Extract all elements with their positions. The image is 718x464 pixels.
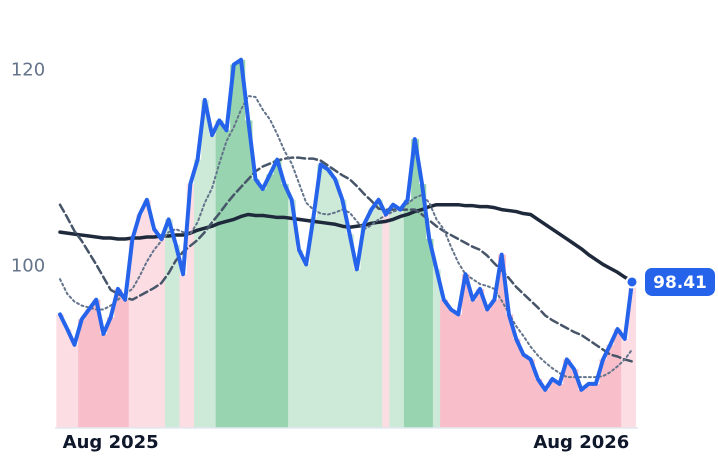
area-bar xyxy=(99,333,108,428)
area-bar xyxy=(295,249,304,428)
area-bar xyxy=(621,338,629,428)
area-bar xyxy=(519,354,528,428)
line-layer: 98.41 xyxy=(58,57,715,392)
area-bar xyxy=(259,189,267,428)
area-bar xyxy=(498,254,506,428)
area-bar xyxy=(280,184,289,428)
area-bar xyxy=(201,99,210,428)
area-bar xyxy=(440,299,448,428)
area-bar xyxy=(136,214,144,428)
area-bar xyxy=(411,139,420,428)
area-bar xyxy=(425,238,434,428)
area-bar xyxy=(150,229,159,428)
area-bar xyxy=(403,199,412,428)
area-bar xyxy=(534,379,543,428)
area-bar xyxy=(418,184,427,428)
area-bar xyxy=(548,379,557,428)
area-bar xyxy=(107,317,115,428)
area-bar xyxy=(85,309,94,428)
area-bar xyxy=(63,329,72,428)
x-tick-label: Aug 2025 xyxy=(63,432,159,453)
area-bar xyxy=(389,204,398,428)
area-bar xyxy=(483,309,492,428)
area-bar xyxy=(490,299,499,428)
area-bar xyxy=(476,288,485,428)
area-bar xyxy=(186,184,195,428)
area-bar xyxy=(92,299,101,428)
series-line xyxy=(58,202,634,283)
area-bar xyxy=(157,238,166,428)
area-bar xyxy=(302,264,311,428)
area-bar xyxy=(469,299,477,428)
area-bar xyxy=(251,179,260,428)
area-bar xyxy=(78,319,86,428)
y-tick-label: 120 xyxy=(11,60,45,81)
area-bar xyxy=(193,159,202,428)
area-bar xyxy=(215,120,224,428)
area-bar xyxy=(628,281,636,428)
area-bar xyxy=(288,199,296,428)
area-bar xyxy=(164,219,173,428)
area-bar xyxy=(447,309,456,428)
area-bar xyxy=(570,369,579,428)
area-bar xyxy=(592,383,601,428)
area-bar xyxy=(606,344,615,428)
area-bar xyxy=(577,389,586,428)
area-bar xyxy=(70,344,79,428)
area-bar xyxy=(599,359,608,428)
area-bar xyxy=(432,269,441,428)
area-bar xyxy=(331,179,340,428)
area-bar xyxy=(230,64,238,428)
value-badge xyxy=(645,267,715,296)
last-point xyxy=(625,275,639,289)
area-bar xyxy=(396,209,405,428)
area-bar xyxy=(353,269,362,428)
series-line xyxy=(58,57,634,392)
area-bar xyxy=(563,359,572,428)
area-bar xyxy=(374,199,383,428)
area-bar xyxy=(121,299,130,428)
area-bar xyxy=(338,199,347,428)
area-bar xyxy=(555,383,564,428)
area-bar xyxy=(179,274,188,428)
area-bar xyxy=(512,338,521,428)
area-bar xyxy=(273,159,282,428)
area-bar xyxy=(244,120,253,428)
area-bar xyxy=(367,209,376,428)
area-bar xyxy=(541,389,550,428)
area-bar xyxy=(454,314,463,428)
area-bar xyxy=(172,244,181,428)
area-bar xyxy=(505,314,514,428)
area-bar xyxy=(309,217,318,428)
area-bar xyxy=(584,383,593,428)
value-label: 98.41 xyxy=(653,273,707,293)
y-tick-label: 100 xyxy=(11,255,45,276)
area-bar xyxy=(461,274,470,428)
area-bar xyxy=(360,224,369,428)
area-layer xyxy=(56,59,636,428)
x-tick-label: Aug 2026 xyxy=(533,432,629,453)
area-bar xyxy=(143,199,152,428)
area-bar xyxy=(128,238,137,428)
area-bar xyxy=(114,288,123,428)
area-bar xyxy=(346,234,354,428)
area-bar xyxy=(382,214,391,428)
area-bar xyxy=(237,59,246,428)
area-bar xyxy=(208,135,217,428)
area-bar xyxy=(613,329,622,428)
area-bar xyxy=(324,169,333,428)
area-bar xyxy=(56,314,65,428)
area-bar xyxy=(317,164,325,428)
area-bar xyxy=(266,174,275,428)
area-bar xyxy=(222,130,231,428)
series-line xyxy=(58,156,634,363)
area-bar xyxy=(527,359,535,428)
